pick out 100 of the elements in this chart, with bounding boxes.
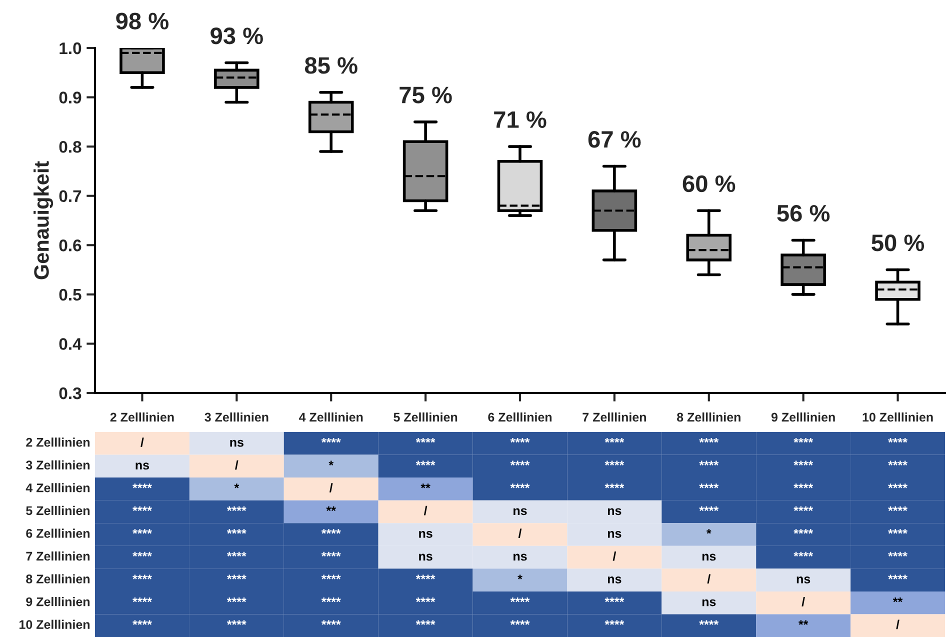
- text: ns: [419, 531, 432, 538]
- text: ****: [604, 460, 624, 466]
- annotation: 60 %: [682, 175, 736, 192]
- text: /: [518, 528, 522, 538]
- text: ****: [794, 529, 814, 534]
- text: ns: [702, 599, 716, 606]
- x-tick-label: 8 Zelllinien: [676, 412, 740, 422]
- text: **: [420, 484, 430, 488]
- text: /: [140, 438, 144, 447]
- text: ****: [888, 438, 908, 443]
- text: /: [330, 483, 333, 492]
- text: ****: [699, 438, 719, 443]
- text: ****: [321, 574, 341, 580]
- text: ****: [321, 597, 341, 602]
- text: /: [896, 620, 900, 630]
- text: ****: [132, 552, 152, 557]
- text: ****: [888, 552, 908, 557]
- category-label: 2 Zelllinien: [26, 438, 90, 447]
- text: ****: [416, 438, 436, 443]
- text: ****: [888, 529, 908, 534]
- text: *: [706, 529, 712, 534]
- x-tick-label: 3 Zelllinien: [204, 412, 268, 422]
- x-tick-label: 7 Zelllinien: [582, 412, 646, 422]
- text: ****: [604, 620, 624, 625]
- x-tick-label: 10 Zelllinien: [862, 412, 933, 422]
- text: /: [235, 460, 238, 470]
- text: *: [518, 574, 522, 580]
- text: ****: [226, 620, 246, 625]
- text: **: [798, 620, 808, 625]
- text: ****: [699, 506, 719, 512]
- text: ****: [226, 597, 246, 602]
- text: ****: [132, 597, 152, 602]
- y-tick-label: 0.4: [59, 338, 82, 350]
- text: ns: [608, 531, 622, 538]
- category-label: 6 Zelllinien: [26, 528, 90, 538]
- y-axis-title: Genauigkeit: [34, 161, 54, 280]
- text: ****: [604, 438, 624, 443]
- text: ns: [608, 508, 622, 516]
- annotation: 75 %: [400, 86, 452, 104]
- text: ****: [888, 460, 908, 466]
- y-tick-label: 1.0: [60, 42, 82, 54]
- x-tick-label: 5 Zelllinien: [394, 412, 458, 422]
- text: ****: [794, 484, 814, 488]
- category-label: 3 Zelllinien: [26, 460, 90, 470]
- text: ****: [699, 620, 719, 625]
- annotation: 98 %: [116, 12, 169, 30]
- text: ****: [794, 438, 814, 443]
- text: *: [328, 460, 334, 466]
- annotation: 56 %: [777, 204, 830, 222]
- text: ns: [608, 576, 622, 584]
- x-tick-label: 2 Zelllinien: [110, 412, 174, 422]
- text: ****: [132, 620, 152, 625]
- text: ****: [510, 438, 530, 443]
- text: ****: [321, 620, 341, 625]
- text: ****: [510, 484, 530, 488]
- category-label: 9 Zelllinien: [26, 597, 90, 606]
- text: ****: [888, 574, 908, 580]
- x-tick-label: 6 Zelllinien: [488, 412, 552, 422]
- text: /: [802, 597, 805, 606]
- text: ns: [796, 576, 810, 584]
- text: ns: [419, 554, 432, 561]
- text: ****: [226, 506, 246, 512]
- y-tick-label: 0.7: [59, 190, 82, 202]
- text: ****: [794, 552, 814, 557]
- text: **: [326, 506, 336, 512]
- text: ns: [136, 462, 150, 470]
- x-tick-label: 4 Zelllinien: [299, 412, 363, 422]
- annotation: 85 %: [304, 57, 358, 74]
- text: ****: [699, 484, 719, 488]
- annotation: 50 %: [872, 234, 924, 252]
- category-label: 5 Zelllinien: [26, 506, 90, 516]
- y-tick-label: 0.5: [59, 288, 82, 301]
- text: ****: [132, 529, 152, 534]
- text: ****: [794, 506, 814, 512]
- text: /: [612, 551, 616, 561]
- text: ****: [888, 484, 908, 488]
- text: ****: [132, 574, 152, 580]
- text: ****: [604, 597, 624, 602]
- text: ****: [699, 460, 719, 466]
- category-label: 4 Zelllinien: [26, 483, 90, 492]
- text: ns: [702, 554, 716, 561]
- category-label: 10 Zelllinien: [20, 620, 90, 629]
- text: ****: [132, 506, 152, 512]
- y-tick-label: 0.3: [59, 387, 82, 400]
- text: ****: [321, 438, 341, 443]
- y-tick-label: 0.6: [59, 240, 82, 252]
- text: ****: [226, 529, 246, 534]
- x-tick-label: 9 Zelllinien: [771, 412, 835, 422]
- text: ****: [510, 620, 530, 625]
- text: /: [424, 506, 428, 516]
- text: ****: [416, 460, 436, 466]
- text: ns: [514, 554, 527, 561]
- category-label: 7 Zelllinien: [26, 551, 90, 561]
- text: ns: [230, 440, 244, 447]
- text: *: [234, 484, 240, 488]
- text: **: [892, 597, 903, 602]
- annotation: 93 %: [210, 28, 263, 44]
- text: ****: [132, 484, 152, 488]
- text: /: [707, 574, 711, 584]
- text: ****: [226, 552, 246, 557]
